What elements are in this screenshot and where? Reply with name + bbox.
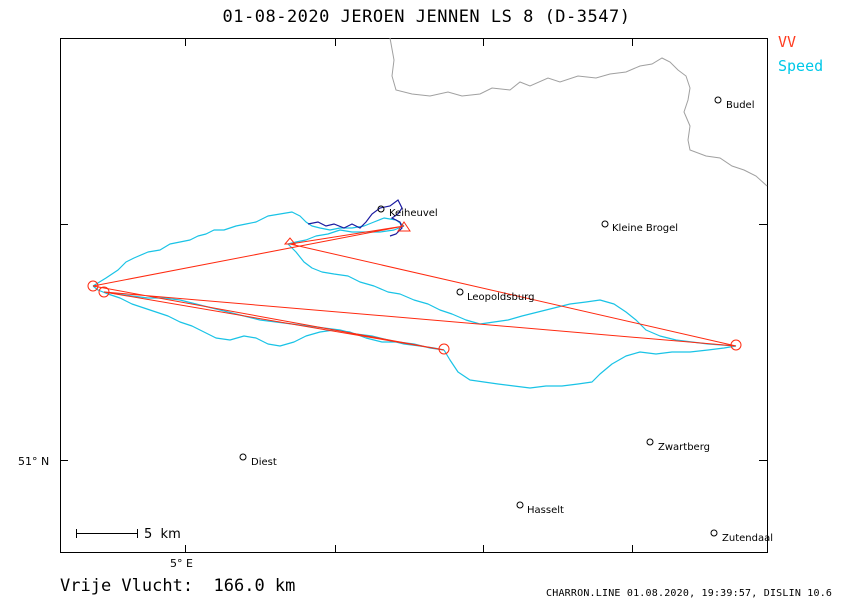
place-label-keiheuvel: Keiheuvel <box>389 208 438 219</box>
scale-bar <box>76 529 138 538</box>
latitude-label: 51° N <box>18 455 49 468</box>
place-label-kleine-brogel: Kleine Brogel <box>612 223 678 234</box>
places <box>239 96 722 537</box>
country-border <box>389 37 768 187</box>
turnpoints <box>87 221 742 355</box>
axis-ticks <box>60 38 767 553</box>
place-label-zwartberg: Zwartberg <box>658 442 710 453</box>
flight-track <box>92 211 737 389</box>
turnpoint <box>98 286 110 298</box>
turnpoint <box>730 339 742 351</box>
place-label-budel: Budel <box>726 100 754 111</box>
climb-track <box>307 199 403 237</box>
turnpoint-triangle <box>397 221 411 232</box>
render-meta: CHARRON.LINE 01.08.2020, 19:39:57, DISLI… <box>546 588 833 599</box>
free-flight-distance: Vrije Vlucht: 166.0 km <box>60 576 296 596</box>
place-label-diest: Diest <box>251 457 277 468</box>
place-label-hasselt: Hasselt <box>527 505 564 516</box>
task-line <box>92 225 737 351</box>
turnpoint-triangle <box>283 237 297 245</box>
map-title: 01-08-2020 JEROEN JENNEN LS 8 (D-3547) <box>222 7 631 27</box>
legend-vv: VV <box>778 33 797 51</box>
legend-speed: Speed <box>778 57 824 75</box>
scale-label: 5 km <box>144 527 181 542</box>
longitude-label: 5° E <box>170 557 193 570</box>
map-frame <box>60 38 768 553</box>
place-label-leopoldsburg: Leopoldsburg <box>467 292 534 303</box>
turnpoint <box>438 343 450 355</box>
turnpoint <box>87 280 99 292</box>
place-label-zutendaal: Zutendaal <box>722 533 773 544</box>
